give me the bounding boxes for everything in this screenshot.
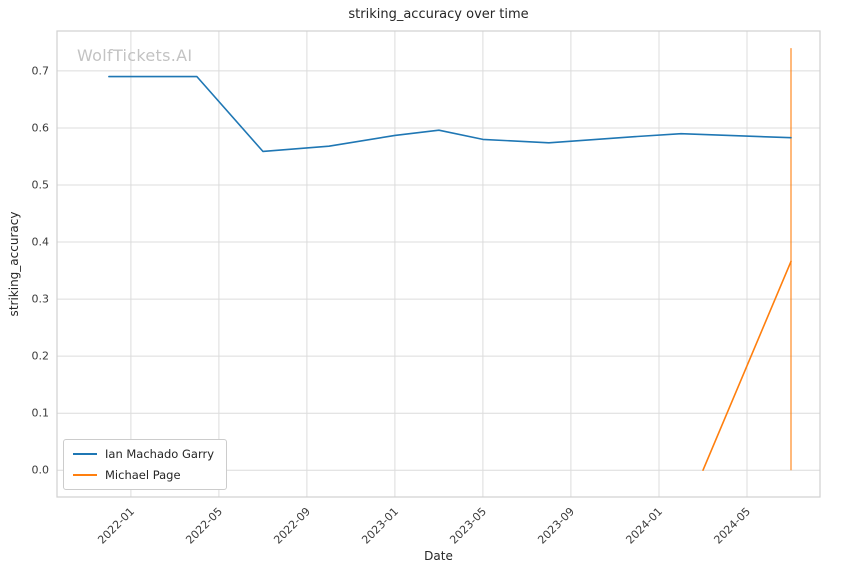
x-tick-label: 2023-05 (447, 505, 489, 547)
x-tick-label: 2023-01 (359, 505, 401, 547)
legend-item: Ian Machado Garry (73, 447, 214, 461)
x-axis-label: Date (424, 549, 453, 563)
legend-label: Ian Machado Garry (105, 447, 215, 461)
legend-item: Michael Page (73, 468, 214, 482)
x-tick-label: 2022-05 (183, 505, 225, 547)
plot-frame (56, 30, 821, 498)
x-tick-label: 2022-09 (271, 505, 313, 547)
series-line (108, 75, 792, 153)
y-axis-label: striking_accuracy (7, 211, 21, 317)
chart-title: striking_accuracy over time (348, 7, 529, 22)
x-tick-label: 2024-05 (711, 505, 753, 547)
y-tick-label: 0.0 (32, 464, 50, 477)
y-tick-label: 0.4 (32, 236, 50, 249)
y-tick-label: 0.3 (32, 293, 50, 306)
watermark: WolfTickets.AI (77, 46, 193, 65)
x-tick-label: 2022-01 (95, 505, 137, 547)
y-tick-label: 0.5 (32, 179, 50, 192)
legend-line-swatch (73, 474, 97, 476)
legend-line-swatch (73, 453, 97, 455)
y-tick-label: 0.2 (32, 350, 50, 363)
x-tick-label: 2023-09 (535, 505, 577, 547)
legend-label: Michael Page (105, 468, 181, 482)
y-tick-label: 0.1 (32, 407, 50, 420)
y-tick-label: 0.7 (32, 64, 50, 77)
series-line (702, 260, 792, 472)
legend: Ian Machado Garry Michael Page (63, 439, 228, 490)
x-tick-label: 2024-01 (623, 505, 665, 547)
y-tick-label: 0.6 (32, 122, 50, 135)
